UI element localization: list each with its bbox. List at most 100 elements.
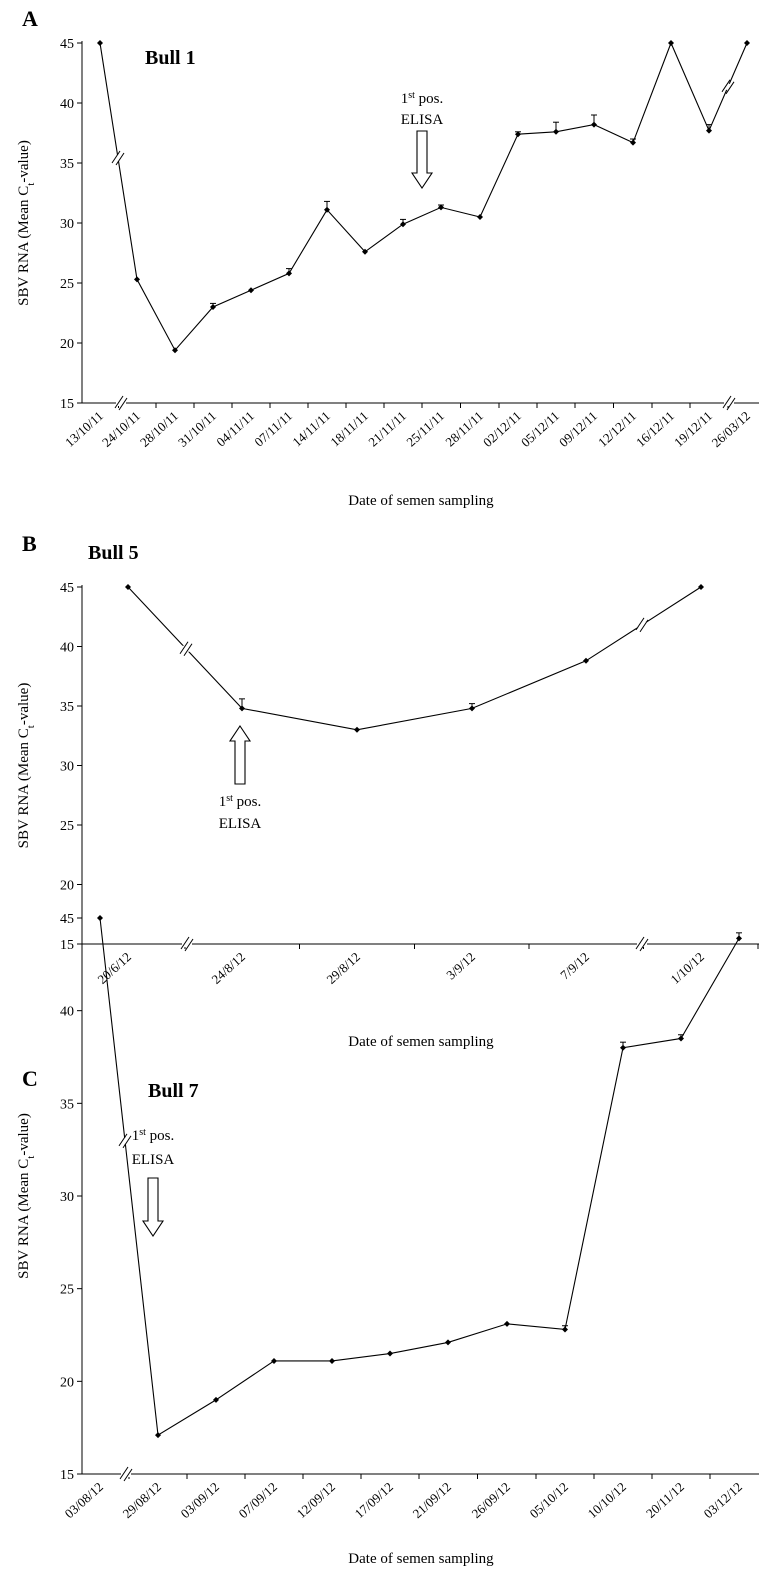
axis-break-mark [639, 938, 649, 952]
data-point [668, 40, 674, 46]
x-tick-label: 02/12/11 [480, 408, 524, 450]
y-tick-label: 20 [60, 337, 74, 352]
axis-break-mark [635, 617, 645, 631]
chart-panel-B: B Bull 5 15 20 25 30 35 40 45 20/6/12 24/8/12 29/8/… [16, 531, 759, 1050]
y-tick-label: 25 [60, 819, 74, 834]
y-tick-label: 35 [60, 700, 74, 715]
series-line [99, 917, 740, 1436]
data-point [210, 304, 216, 310]
axis-break-mark [721, 79, 731, 93]
x-tick-label: 26/09/12 [469, 1479, 513, 1521]
data-point [362, 248, 368, 255]
y-tick-label: 45 [60, 912, 74, 927]
x-tick-label: 21/09/12 [410, 1479, 454, 1521]
data-point [125, 584, 131, 590]
data-point [172, 347, 178, 354]
axis-break-mark [635, 936, 645, 950]
axis-break-mark [639, 619, 649, 633]
x-tick-label: 16/12/11 [633, 408, 677, 450]
x-tick-label: 31/10/11 [175, 408, 219, 450]
data-point [515, 131, 521, 138]
y-tick-label: 40 [60, 97, 74, 112]
annotation-arrow [410, 130, 434, 189]
data-point [329, 1357, 335, 1364]
data-point [698, 584, 704, 590]
annotation-text: 1st pos. [132, 1127, 175, 1145]
axis-break-mark [180, 936, 190, 950]
x-tick-label: 07/09/12 [236, 1479, 280, 1521]
axis-break-mark [115, 152, 125, 166]
data-point [324, 206, 330, 213]
y-tick-label: 30 [60, 1190, 74, 1205]
x-tick-label: 25/11/11 [403, 408, 447, 449]
y-tick-label: 35 [60, 1097, 74, 1112]
annotation-text: ELISA [401, 112, 444, 128]
x-tick-label: 03/08/12 [62, 1479, 106, 1521]
data-point [213, 1396, 219, 1403]
x-tick-label: 07/11/11 [251, 408, 295, 449]
data-point [97, 915, 103, 921]
y-tick-label: 45 [60, 37, 74, 52]
data-point [744, 40, 750, 46]
series-line [127, 586, 702, 731]
x-tick-label: 28/11/11 [442, 408, 486, 449]
x-tick-label: 14/11/11 [289, 408, 333, 449]
x-tick-label: 24/8/12 [208, 949, 248, 987]
y-tick-label: 25 [60, 1283, 74, 1298]
data-point [248, 287, 254, 294]
y-tick-label: 15 [60, 938, 74, 953]
data-point [271, 1357, 277, 1364]
x-tick-label: 10/10/12 [585, 1479, 629, 1521]
y-axis-label: SBV RNA (Mean Ct-value) [16, 140, 37, 306]
y-tick-label: 30 [60, 760, 74, 775]
data-point [97, 40, 103, 46]
data-point [400, 221, 406, 228]
annotation-text: 1st pos. [219, 793, 262, 811]
axis-break-mark [118, 1133, 128, 1147]
data-point [591, 121, 597, 128]
panel-label: B [22, 531, 37, 556]
x-tick-label: 04/11/11 [213, 408, 257, 449]
data-point [477, 214, 483, 220]
data-point [504, 1320, 510, 1327]
x-axis-label: Date of semen sampling [348, 1551, 494, 1567]
chart-title: Bull 5 [88, 542, 139, 564]
y-tick-label: 40 [60, 1005, 74, 1020]
axis-break-mark [184, 938, 194, 952]
y-tick-label: 45 [60, 581, 74, 596]
x-tick-label: 12/12/11 [595, 408, 639, 450]
axis-break-mark [118, 397, 128, 411]
panel-label: A [22, 6, 38, 31]
x-tick-label: 20/11/12 [643, 1479, 687, 1521]
data-point [155, 1432, 161, 1439]
data-point [583, 657, 589, 664]
axis-break-mark [122, 1135, 132, 1149]
data-point [387, 1350, 393, 1357]
x-tick-label: 05/10/12 [527, 1479, 571, 1521]
x-axis-label: Date of semen sampling [348, 1034, 494, 1050]
data-point [239, 705, 245, 712]
x-tick-label: 24/10/11 [99, 408, 143, 450]
annotation-text: ELISA [132, 1152, 175, 1168]
y-tick-label: 25 [60, 277, 74, 292]
x-tick-label: 29/8/12 [323, 949, 363, 987]
axis-break-mark [114, 395, 124, 409]
axis-break-mark [183, 643, 193, 657]
data-point [553, 128, 559, 135]
x-tick-label: 20/6/12 [94, 949, 134, 987]
series-line [99, 41, 748, 352]
x-axis-label: Date of semen sampling [348, 493, 494, 509]
annotation-text: ELISA [219, 816, 262, 832]
panel-label: C [22, 1066, 38, 1091]
annotation-arrow [228, 725, 252, 785]
x-tick-label: 09/12/11 [556, 408, 600, 450]
axis-break-mark [123, 1468, 133, 1482]
axis-break-mark [726, 397, 736, 411]
x-tick-label: 29/08/12 [120, 1479, 164, 1521]
axis-break-mark [119, 1466, 129, 1480]
annotation-text: 1st pos. [401, 90, 444, 108]
data-point [736, 935, 742, 942]
axis-break-mark [179, 641, 189, 655]
data-point [630, 139, 636, 146]
